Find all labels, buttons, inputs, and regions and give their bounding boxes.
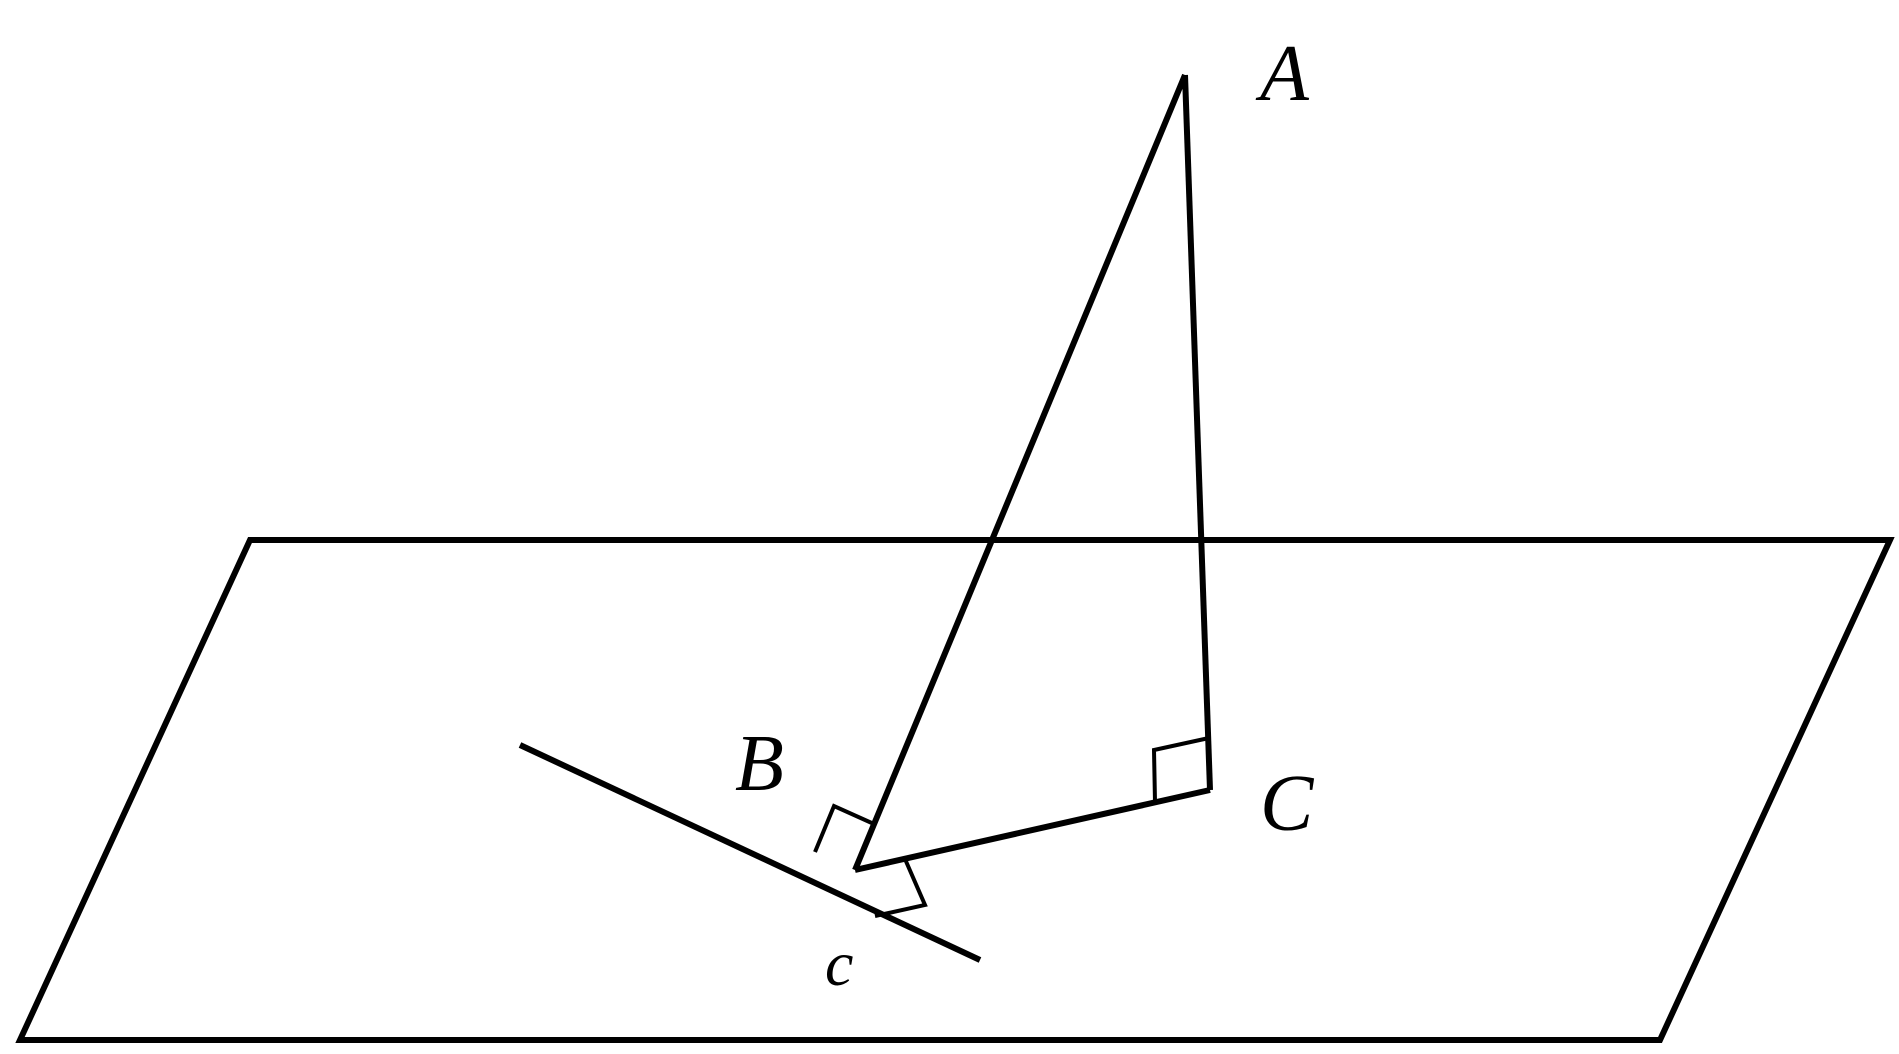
right-angle-marker-B-lower	[875, 859, 925, 916]
segment-AB	[855, 75, 1185, 870]
segment-AC	[1185, 75, 1210, 790]
label-C: C	[1260, 760, 1315, 848]
label-c: c	[825, 928, 853, 999]
label-A: A	[1255, 30, 1310, 118]
segment-BC	[855, 790, 1210, 870]
plane	[20, 540, 1890, 1040]
label-B: B	[735, 720, 784, 808]
